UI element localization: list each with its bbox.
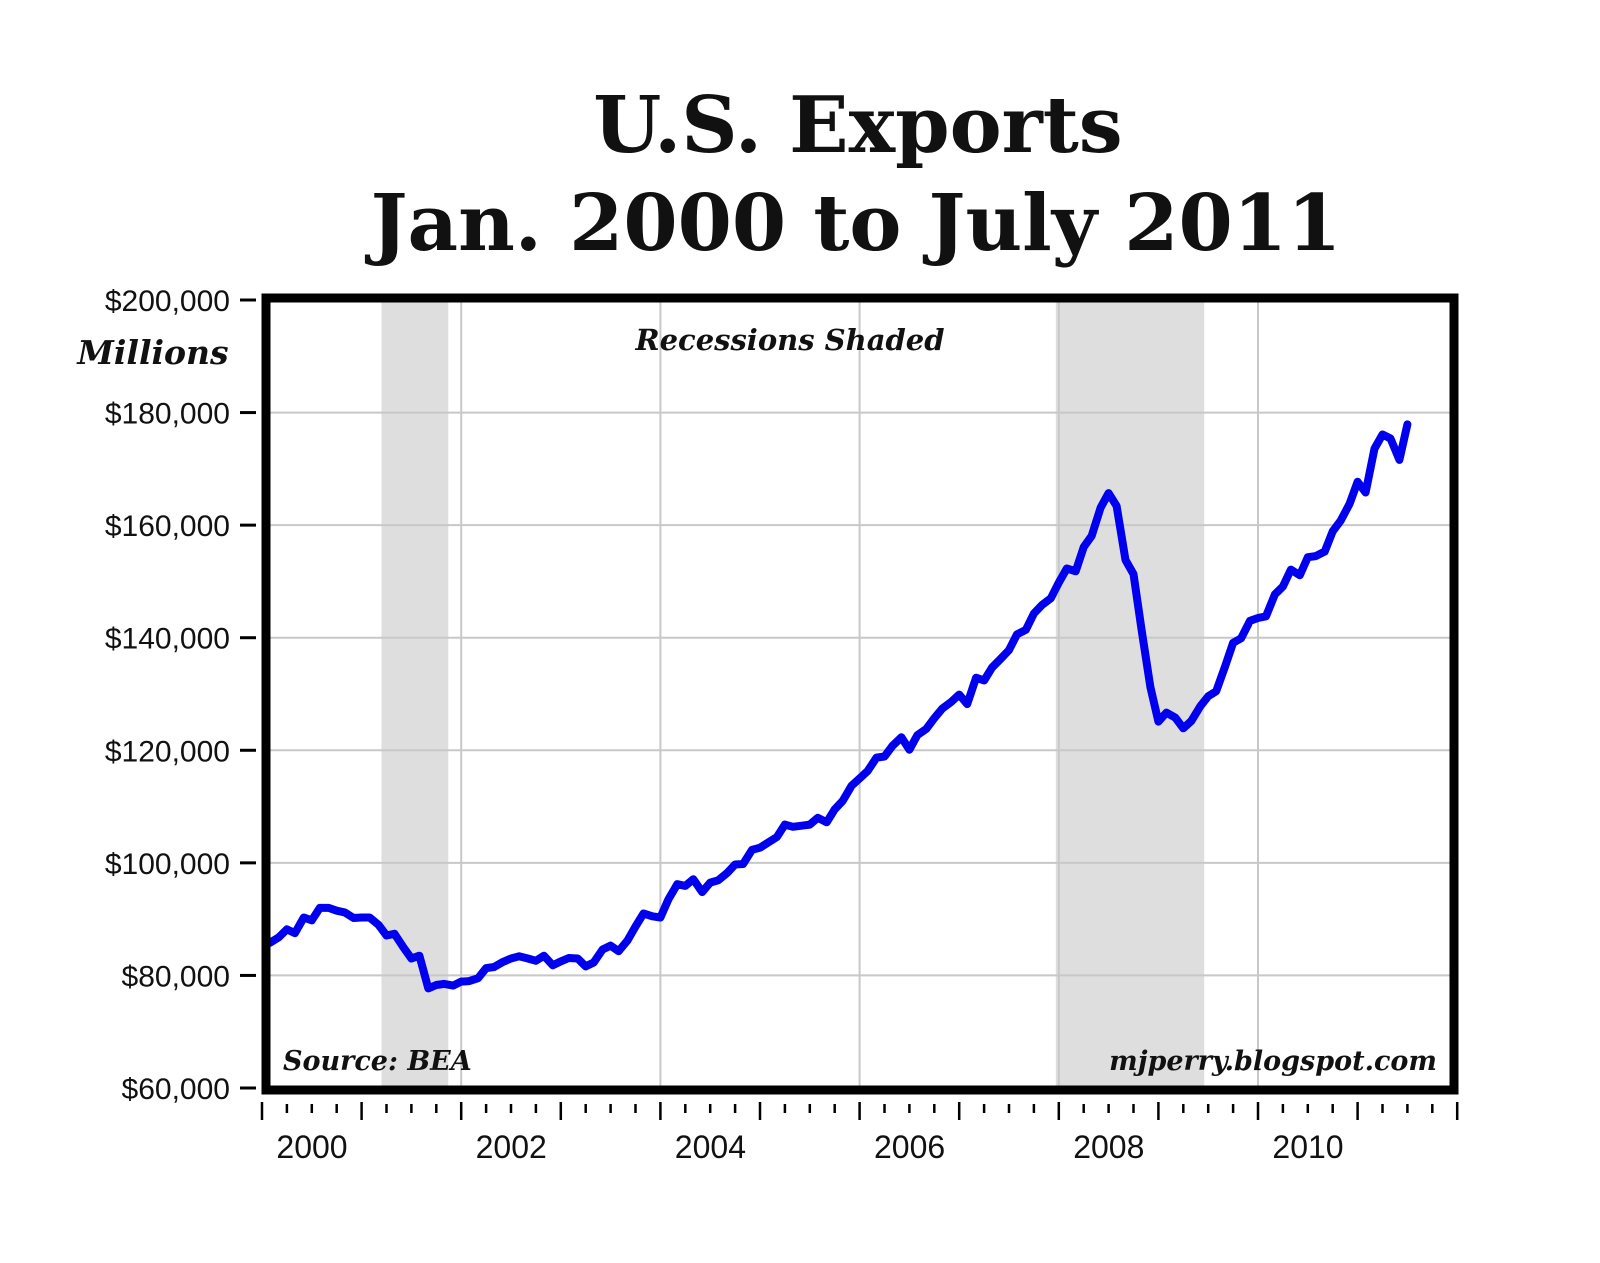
data-series bbox=[266, 420, 1412, 993]
y-tick-label: $200,000 bbox=[105, 285, 230, 318]
gridlines bbox=[270, 302, 1450, 1086]
source-annotation: Source: BEA bbox=[283, 1046, 472, 1077]
exports-line bbox=[266, 420, 1412, 993]
y-tick-label: $60,000 bbox=[122, 1073, 230, 1106]
plot-frame bbox=[261, 293, 1459, 1095]
y-tick-label: $80,000 bbox=[122, 960, 230, 993]
y-tick-label: $120,000 bbox=[105, 735, 230, 768]
website-annotation: mjperry.blogspot.com bbox=[1109, 1046, 1437, 1077]
x-axis: 2000 2002 2004 2006 2008 2010 bbox=[260, 1102, 1459, 1165]
x-tick-label: 2006 bbox=[874, 1129, 945, 1165]
x-tick-label: 2004 bbox=[675, 1129, 746, 1165]
y-tick-label: $180,000 bbox=[105, 398, 230, 431]
chart-title: U.S. Exports bbox=[593, 80, 1122, 171]
recession-band bbox=[1055, 302, 1205, 1086]
y-tick-label: $140,000 bbox=[105, 623, 230, 656]
y-tick-label: $160,000 bbox=[105, 510, 230, 543]
x-tick-label: 2008 bbox=[1073, 1129, 1144, 1165]
y-axis-unit-label: Millions bbox=[76, 333, 228, 372]
y-tick-label: $100,000 bbox=[105, 848, 230, 881]
recession-band bbox=[381, 302, 449, 1086]
recessions-annotation: Recessions Shaded bbox=[634, 323, 944, 357]
recession-shading bbox=[381, 302, 1205, 1086]
chart-subtitle: Jan. 2000 to July 2011 bbox=[365, 178, 1342, 269]
x-tick-label: 2002 bbox=[476, 1129, 547, 1165]
x-tick-label: 2000 bbox=[276, 1129, 347, 1165]
y-axis: $60,000 $80,000 $100,000 $120,000 $140,000 $1… bbox=[105, 285, 256, 1106]
x-tick-label: 2010 bbox=[1272, 1129, 1343, 1165]
